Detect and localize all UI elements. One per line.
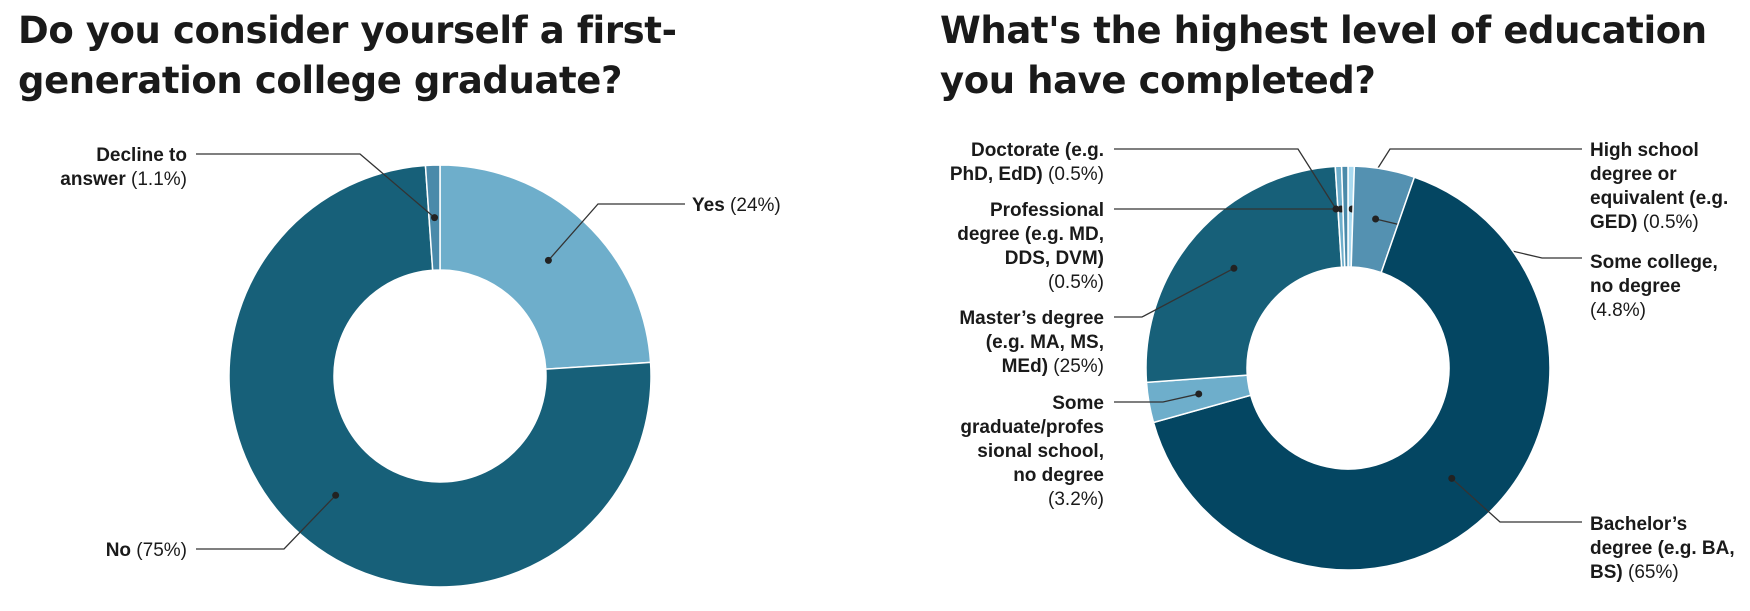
leader-line-master-s-degree-e-g-ma-ms-med — [1114, 267, 1235, 318]
leader-dot-decline-to-answer — [431, 214, 439, 222]
slice-doctorate-e-g-phd-edd — [1340, 165, 1349, 268]
leader-dot-yes — [544, 256, 552, 264]
donut-chart-first-generation: Yes (24%) No (75%) Decline to answer (1.1%) — [60, 145, 781, 588]
label-high-school-degree-or-equivalent-e-g-ged: High school degree or equivalent (e.g. GED)… — [1590, 140, 1728, 233]
chart-title-first-generation: Do you consider yourself a first-generat… — [18, 9, 677, 102]
slice-bachelor-s-degree-e-g-ba-bs — [1152, 176, 1551, 571]
leader-dot-no — [332, 491, 340, 499]
leader-line-some-graduate-professional-school-no-degree — [1114, 393, 1199, 403]
label-some-college-no-degree: Some college, no degree (4.8%) — [1590, 252, 1718, 321]
leader-dot-some-college-no-degree — [1372, 215, 1380, 223]
slice-yes — [439, 164, 652, 370]
label-master-s-degree-e-g-ma-ms-med: Master’s degree (e.g. MA, MS, MEd) (25%) — [959, 308, 1104, 377]
leader-line-doctorate-e-g-phd-edd — [1114, 148, 1337, 210]
slice-master-s-degree-e-g-ma-ms-med — [1145, 165, 1343, 384]
label-bachelor-s-degree-e-g-ba-bs: Bachelor’s degree (e.g. BA, BS) (65%) — [1590, 514, 1735, 583]
leader-line-yes — [547, 203, 685, 261]
label-doctorate-e-g-phd-edd: Doctorate (e.g. PhD, EdD) (0.5%) — [950, 140, 1104, 185]
slice-no — [228, 164, 652, 588]
donut-chart-education-level: High school degree or equivalent (e.g. GED)… — [950, 140, 1735, 583]
leader-line-no — [196, 494, 337, 550]
label-no: No (75%) — [106, 540, 187, 561]
label-professional-degree-e-g-md-dds-dvm: Professional degree (e.g. MD, DDS, DVM) (0.… — [957, 200, 1104, 293]
label-decline-to-answer: Decline to answer (1.1%) — [60, 145, 187, 190]
label-yes: Yes (24%) — [692, 195, 781, 216]
leader-dot-master-s-degree-e-g-ma-ms-med — [1230, 264, 1238, 272]
chart-title-education-level: What's the highest level of education yo… — [940, 9, 1707, 102]
leader-dot-doctorate-e-g-phd-edd — [1332, 205, 1340, 213]
leader-dot-some-graduate-professional-school-no-degree — [1195, 390, 1203, 398]
leader-line-decline-to-answer — [196, 153, 435, 219]
leader-line-bachelor-s-degree-e-g-ba-bs — [1451, 477, 1582, 523]
leader-dot-bachelor-s-degree-e-g-ba-bs — [1448, 474, 1456, 482]
label-some-graduate-professional-school-no-degree: Some graduate/profes sional school, no degr… — [960, 393, 1104, 510]
